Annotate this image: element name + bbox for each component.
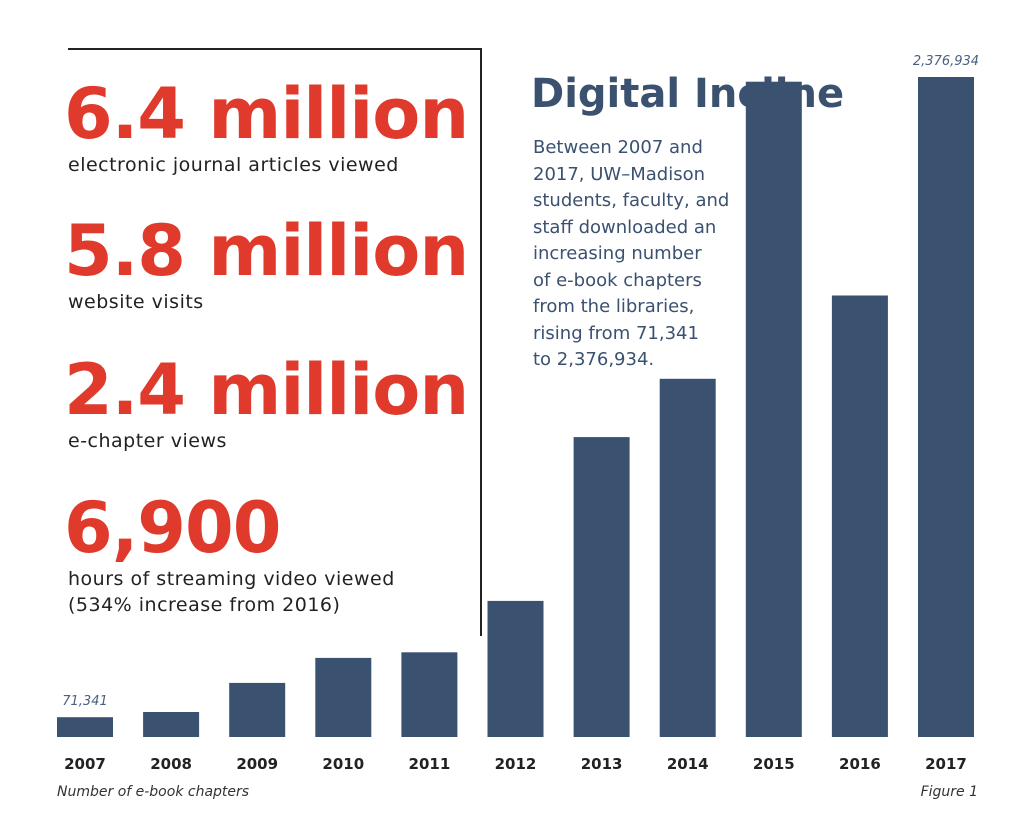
bar-2012 — [487, 600, 544, 737]
x-tick-label: 2007 — [64, 755, 106, 773]
bar-2009 — [229, 682, 286, 737]
x-tick-label: 2016 — [839, 755, 881, 773]
frame-right-rule — [480, 48, 482, 636]
bar-2008 — [143, 712, 200, 737]
stat-value: 2.4 million — [64, 349, 469, 431]
bar-2014 — [659, 378, 716, 737]
x-tick-label: 2017 — [925, 755, 967, 773]
frame-top-rule — [68, 48, 482, 50]
chart-description: Between 2007 and 2017, UW–Madison studen… — [533, 137, 730, 370]
stat-value: 6.4 million — [64, 73, 469, 155]
stat-label: electronic journal articles viewed — [68, 154, 399, 176]
x-tick-label: 2011 — [409, 755, 451, 773]
stat-label: e-chapter views — [68, 430, 227, 452]
stat-value: 6,900 — [64, 487, 281, 569]
x-tick-label: 2015 — [753, 755, 795, 773]
figure-label: Figure 1 — [920, 784, 978, 800]
stat-journal-articles: 6.4 million electronic journal articles … — [64, 73, 469, 178]
stat-e-chapter-views: 2.4 million e-chapter views — [64, 349, 469, 454]
x-tick-label: 2009 — [236, 755, 278, 773]
bar-2013 — [573, 437, 630, 737]
bar-2017 — [918, 77, 974, 737]
stat-website-visits: 5.8 million website visits — [64, 210, 469, 315]
x-tick-label: 2014 — [667, 755, 709, 773]
x-tick-label: 2012 — [495, 755, 537, 773]
chart-x-caption: Number of e-book chapters — [57, 784, 250, 800]
data-label: 2,376,934 — [913, 54, 979, 69]
x-tick-label: 2010 — [322, 755, 364, 773]
bar-2011 — [401, 652, 458, 737]
x-tick-label: 2008 — [150, 755, 192, 773]
stat-label: hours of streaming video viewed (534% in… — [68, 568, 395, 616]
stat-streaming-video: 6,900 hours of streaming video viewed (5… — [64, 490, 395, 618]
bar-2016 — [831, 295, 888, 737]
data-label: 71,341 — [62, 694, 108, 709]
bar-2007 — [57, 717, 113, 737]
bar-2015 — [745, 81, 802, 737]
x-tick-label: 2013 — [581, 755, 623, 773]
bar-2010 — [315, 657, 372, 737]
stat-value: 5.8 million — [64, 210, 469, 292]
stat-label: website visits — [68, 291, 204, 313]
